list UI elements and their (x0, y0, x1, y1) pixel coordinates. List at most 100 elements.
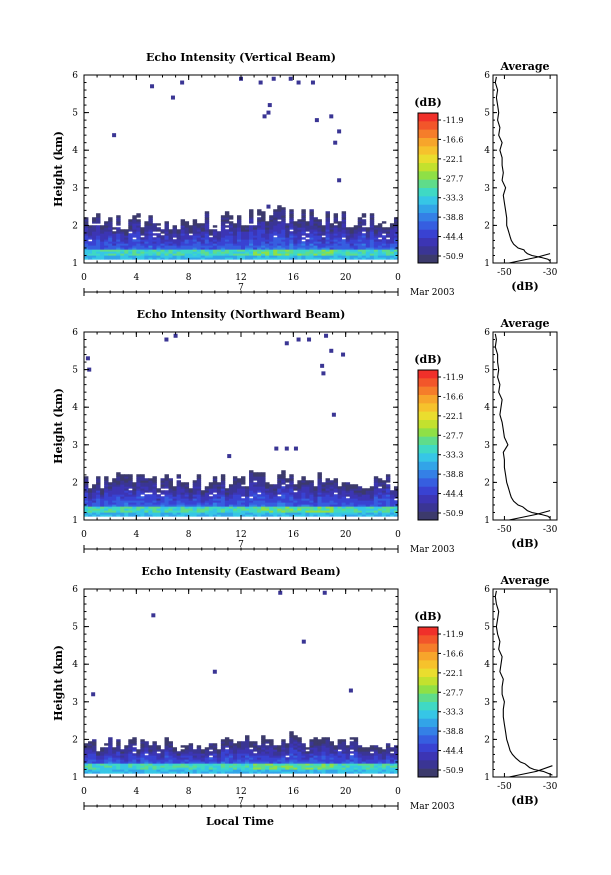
heatmap-cell (257, 769, 262, 772)
heatmap-cell (269, 755, 274, 758)
heatmap-cell (341, 765, 347, 768)
heatmap-cell (168, 753, 173, 756)
heatmap-cell (204, 217, 210, 220)
heatmap-cell (184, 757, 190, 760)
heatmap-cell (333, 749, 339, 752)
heatmap-cell (208, 482, 214, 485)
heatmap-cell (124, 476, 129, 479)
heatmap-cell (361, 514, 367, 517)
heatmap-cell (349, 757, 355, 760)
heatmap-cell (313, 510, 318, 513)
heatmap-cell (377, 488, 383, 491)
heatmap-cell (329, 755, 334, 758)
heatmap-cell (309, 217, 314, 220)
heatmap-cell (325, 219, 330, 222)
colorbar-swatch (418, 386, 438, 396)
heatmap-cell (148, 500, 153, 503)
heatmap-cell (196, 759, 202, 762)
heatmap-cell (365, 243, 371, 246)
heatmap-cell (289, 482, 294, 485)
heatmap-cell (317, 763, 322, 766)
heatmap-cell (337, 743, 343, 746)
heatmap-cell (333, 508, 339, 511)
heatmap-cell (180, 239, 186, 242)
heatmap-cell (309, 215, 314, 218)
heatmap-cell (257, 514, 262, 517)
heatmap-cell (104, 484, 109, 487)
heatmap-cell (385, 480, 391, 483)
heatmap-cell (172, 245, 177, 248)
average-title: Average (499, 317, 549, 330)
heatmap-cell (277, 484, 282, 487)
heatmap-cell (160, 484, 165, 487)
heatmap-cell (301, 209, 306, 212)
heatmap-cell (249, 225, 254, 228)
heatmap-cell (92, 221, 97, 224)
heatmap-cell (92, 239, 97, 242)
heatmap-cell (337, 739, 343, 742)
heatmap-cell (128, 500, 133, 503)
heatmap-cell (116, 486, 121, 489)
heatmap-cell (192, 239, 198, 242)
heatmap-cell (325, 751, 330, 754)
heatmap-cell (357, 243, 363, 246)
heatmap-cell (385, 763, 391, 766)
heatmap-cell (373, 757, 379, 760)
heatmap-cell (273, 215, 278, 218)
heatmap-cell (309, 488, 314, 491)
heatmap-cell (261, 512, 266, 515)
heatmap-cell (188, 747, 194, 750)
heatmap-cell (144, 749, 149, 752)
heatmap-cell (313, 514, 318, 517)
heatmap-cell (365, 514, 371, 517)
heatmap-cell (289, 474, 294, 477)
heatmap-cell (309, 765, 314, 768)
heatmap-cell (273, 759, 278, 762)
heatmap-cell (341, 490, 347, 493)
heatmap-cell (236, 227, 242, 230)
heatmap-cell (160, 769, 165, 772)
heatmap-cell (345, 771, 351, 774)
heatmap-cell (249, 514, 254, 517)
heatmap-cell (120, 510, 125, 513)
heatmap-cell (245, 747, 250, 750)
heatmap-cell (345, 504, 351, 507)
heatmap-cell (112, 482, 117, 485)
heatmap-cell (261, 211, 266, 214)
heatmap-cell (148, 496, 153, 499)
heatmap-cell (329, 482, 334, 485)
heatmap-cell (96, 231, 101, 234)
heatmap-cell (184, 751, 190, 754)
heatmap-cell (241, 482, 246, 485)
heatmap-cell (393, 514, 399, 517)
heatmap-cell (277, 490, 282, 493)
heatmap-cell (196, 255, 202, 258)
heatmap-cell (236, 498, 242, 501)
heatmap-cell (361, 249, 367, 252)
heatmap-cell (341, 227, 347, 230)
heatmap-cell (96, 237, 101, 240)
heatmap-cell (241, 747, 246, 750)
heatmap-cell (389, 771, 395, 774)
heatmap-cell (116, 514, 121, 517)
heatmap-cell (277, 482, 282, 485)
heatmap-cell (345, 749, 351, 752)
heatmap-cell (361, 767, 367, 770)
heatmap-cell (228, 508, 234, 511)
heatmap-cell (357, 745, 363, 748)
heatmap-cell (249, 227, 254, 230)
heatmap-cell (184, 745, 190, 748)
echo-pixel (337, 129, 342, 134)
heatmap-cell (317, 508, 322, 511)
heatmap-cell (353, 510, 359, 513)
heatmap-cell (393, 492, 399, 495)
heatmap-cell (124, 229, 129, 232)
heatmap-cell (253, 771, 258, 774)
heatmap-cell (104, 494, 109, 497)
heatmap-cell (164, 755, 169, 758)
heatmap-cell (297, 743, 302, 746)
heatmap-cell (104, 761, 109, 764)
heatmap-cell (184, 749, 190, 752)
heatmap-cell (341, 514, 347, 517)
heatmap-cell (325, 488, 330, 491)
